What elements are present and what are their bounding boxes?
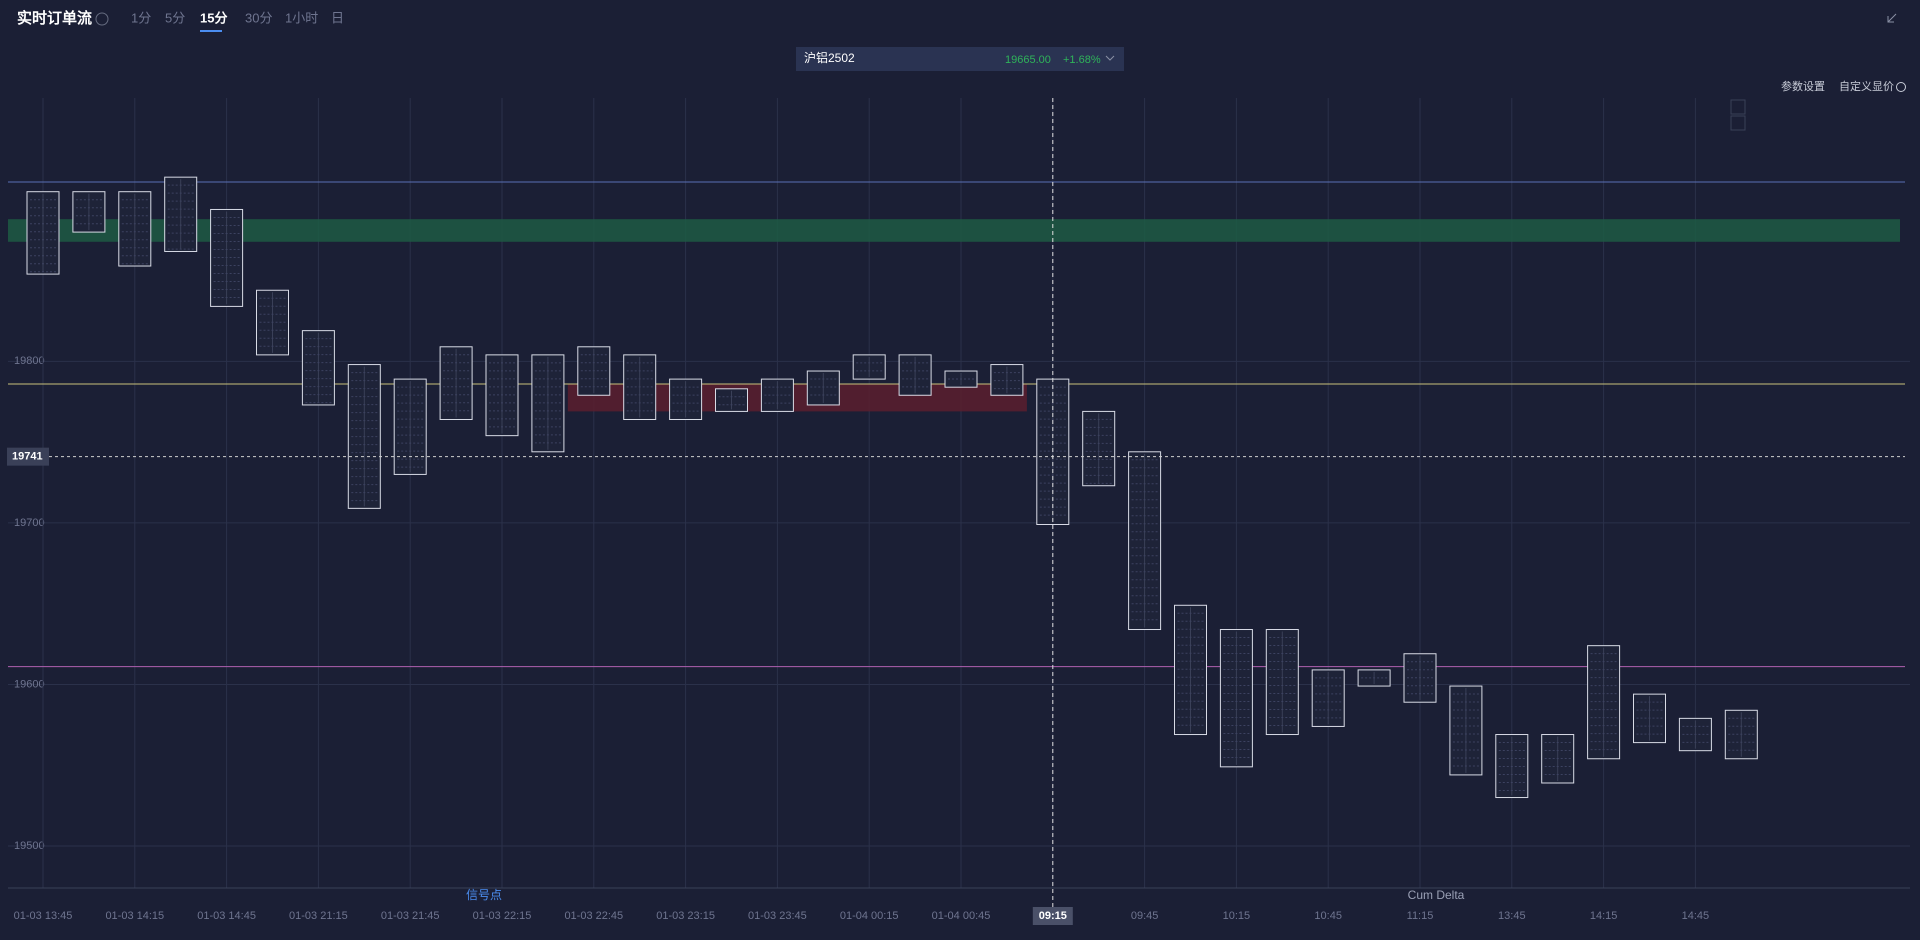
x-tick-label: 01-03 14:15 xyxy=(105,910,164,922)
x-tick-label: 01-03 23:15 xyxy=(656,910,715,922)
x-tick-label: 09:15 xyxy=(1039,910,1067,922)
y-tick-label: 19500 xyxy=(14,840,45,852)
x-tick-label: 09:45 xyxy=(1131,910,1159,922)
x-tick-label: 01-03 22:15 xyxy=(473,910,532,922)
x-tick-label: 10:45 xyxy=(1314,910,1342,922)
x-tick-label: 01-03 14:45 xyxy=(197,910,256,922)
x-tick-label: 14:45 xyxy=(1682,910,1710,922)
expand-button[interactable] xyxy=(1730,99,1746,115)
y-tick-label: 19800 xyxy=(14,355,45,367)
x-tick-label: 10:15 xyxy=(1223,910,1251,922)
signal-label: 信号点 xyxy=(466,888,502,902)
timeframe-tab[interactable]: 5分 xyxy=(165,10,185,25)
info-icon[interactable] xyxy=(1896,82,1906,92)
timeframe-tab[interactable]: 1小时 xyxy=(285,10,318,25)
y-tick-label: 19700 xyxy=(14,517,45,529)
help-button[interactable] xyxy=(1730,115,1746,131)
x-tick-label: 01-03 21:15 xyxy=(289,910,348,922)
timeframe-tab[interactable]: 日 xyxy=(331,10,344,25)
x-tick-label: 01-04 00:15 xyxy=(840,910,899,922)
cum-delta-label: Cum Delta xyxy=(1408,888,1465,902)
crosshair-label-box xyxy=(1032,907,1073,925)
ticker-name: 沪铝2502 xyxy=(804,50,855,65)
x-tick-label: 01-03 13:45 xyxy=(14,910,73,922)
custom-price-button[interactable]: 自定义显价 xyxy=(1839,79,1894,93)
last-price-label: 19741 xyxy=(12,451,43,463)
x-tick-label: 14:15 xyxy=(1590,910,1618,922)
ticker-change: +1.68% xyxy=(1063,54,1101,66)
x-tick-label: 13:45 xyxy=(1498,910,1526,922)
settings-button[interactable]: 参数设置 xyxy=(1781,79,1825,93)
timeframe-tab[interactable]: 1分 xyxy=(131,10,151,25)
collapse-icon[interactable] xyxy=(1887,13,1897,23)
price-band xyxy=(8,219,1900,242)
x-tick-label: 11:15 xyxy=(1407,910,1434,922)
x-tick-label: 01-03 21:45 xyxy=(381,910,440,922)
timeframe-tab[interactable]: 15分 xyxy=(200,10,227,25)
help-icon[interactable] xyxy=(95,12,109,26)
ticker-box[interactable] xyxy=(796,47,1124,71)
title: 实时订单流 xyxy=(17,9,92,27)
x-tick-label: 01-03 22:45 xyxy=(564,910,623,922)
y-tick-label: 19600 xyxy=(14,678,45,690)
last-price-box xyxy=(7,447,49,466)
x-tick-label: 01-04 00:45 xyxy=(932,910,991,922)
dropdown-icon xyxy=(1105,55,1115,61)
timeframe-tab[interactable]: 30分 xyxy=(245,10,272,25)
ticker-price: 19665.00 xyxy=(1005,54,1051,66)
x-tick-label: 01-03 23:45 xyxy=(748,910,807,922)
